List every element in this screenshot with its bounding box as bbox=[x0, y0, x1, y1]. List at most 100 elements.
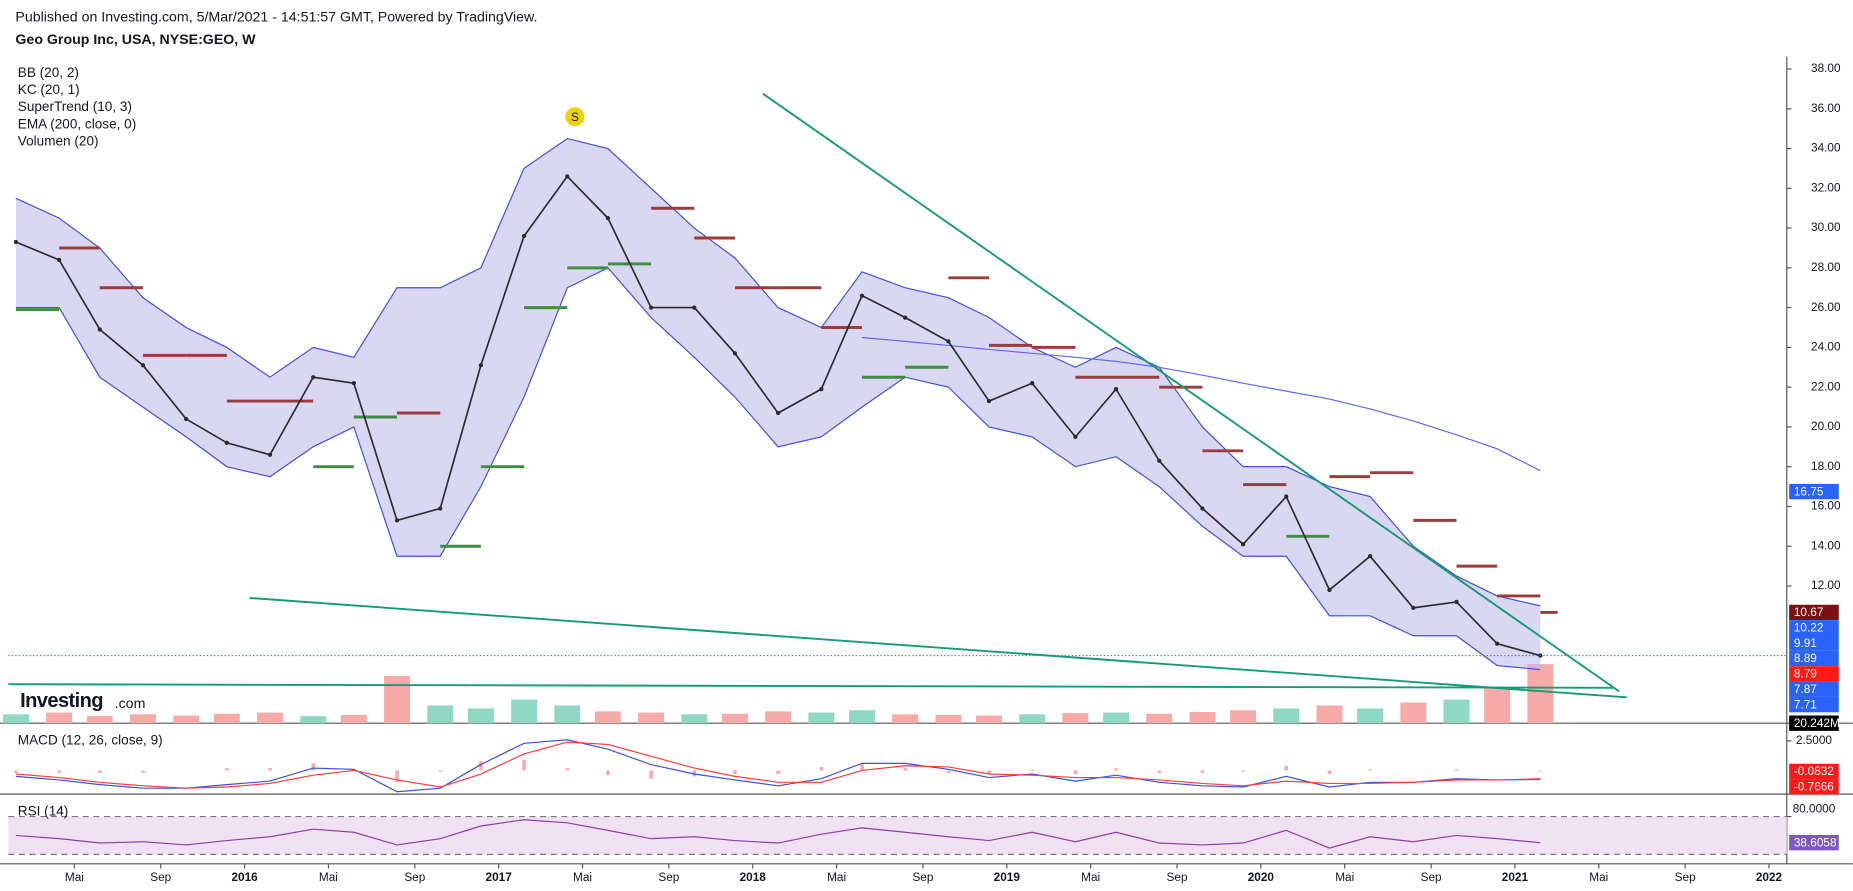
volume-bar bbox=[2, 714, 29, 724]
price-tag-label: 8.89 bbox=[1794, 651, 1817, 665]
volume-bar bbox=[721, 713, 748, 724]
trend-line bbox=[249, 596, 1627, 699]
x-tick-label: Sep bbox=[404, 870, 425, 884]
volume-bar bbox=[213, 713, 240, 724]
x-tick-label: 2016 bbox=[231, 870, 258, 884]
volume-bar bbox=[765, 711, 792, 724]
x-tick-label: 2020 bbox=[1248, 870, 1275, 884]
close-point bbox=[57, 257, 62, 263]
y-tick-label: 26.00 bbox=[1811, 300, 1841, 314]
price-tag-label: 10.67 bbox=[1794, 605, 1824, 619]
y-tick-label: 34.00 bbox=[1811, 141, 1841, 155]
published-note: Published on Investing.com, 5/Mar/2021 -… bbox=[15, 9, 537, 25]
close-point bbox=[1495, 641, 1500, 646]
close-point bbox=[605, 216, 611, 221]
price-tag bbox=[1789, 666, 1839, 682]
y-tick-label: 22.00 bbox=[1811, 379, 1841, 393]
x-tick-label: Mai bbox=[1589, 870, 1608, 884]
y-tick-label: 16.00 bbox=[1811, 499, 1841, 513]
y-tick-label: 12.00 bbox=[1811, 578, 1841, 592]
volume-bar bbox=[976, 715, 1002, 724]
price-tag bbox=[1789, 681, 1839, 697]
x-tick-label: Sep bbox=[912, 870, 933, 884]
macd-line bbox=[15, 739, 1541, 793]
y-tick-label: 18.00 bbox=[1811, 459, 1841, 473]
volume-bar bbox=[1400, 702, 1427, 724]
ema-line bbox=[861, 336, 1541, 472]
volume-bar bbox=[681, 714, 708, 724]
y-tick-label: 32.00 bbox=[1811, 180, 1841, 194]
x-tick-label: Sep bbox=[658, 870, 679, 884]
price-tag bbox=[1789, 834, 1839, 851]
indicator-legend: Volumen (20) bbox=[18, 133, 99, 148]
volume-bar bbox=[257, 712, 283, 724]
indicator-legend: SuperTrend (10, 3) bbox=[18, 99, 132, 114]
volume-bar bbox=[86, 716, 113, 724]
volume-bar bbox=[849, 710, 875, 724]
close-point bbox=[1240, 542, 1246, 547]
bollinger-band-fill bbox=[15, 138, 1541, 670]
volume-bar bbox=[1189, 711, 1216, 724]
x-tick-label: Mai bbox=[65, 870, 84, 884]
price-tag-label: 38.6058 bbox=[1794, 835, 1837, 849]
indicator-legend: EMA (200, close, 0) bbox=[18, 116, 136, 131]
price-tag-label: 7.71 bbox=[1794, 697, 1817, 711]
volume-bar bbox=[1443, 699, 1470, 724]
close-point bbox=[859, 293, 865, 298]
symbol-title: Geo Group Inc, USA, NYSE:GEO, W bbox=[15, 32, 256, 48]
close-point bbox=[1284, 494, 1289, 499]
signal-marker bbox=[565, 107, 585, 127]
price-tag-label: 7.87 bbox=[1794, 682, 1817, 696]
logo-suffix: .com bbox=[115, 696, 146, 712]
trend-line bbox=[8, 683, 1615, 689]
volume-bar bbox=[892, 714, 919, 724]
close-point bbox=[13, 239, 19, 245]
close-point bbox=[1327, 587, 1332, 593]
y-tick-label: 14.00 bbox=[1811, 538, 1841, 552]
y-tick-label: 38.00 bbox=[1811, 61, 1841, 75]
price-tag bbox=[1789, 763, 1839, 780]
x-tick-label: 2017 bbox=[486, 870, 513, 884]
price-tag-label: -0.0832 bbox=[1794, 764, 1834, 778]
close-point bbox=[1200, 506, 1205, 511]
volume-bar bbox=[935, 714, 962, 724]
close-point bbox=[1411, 605, 1416, 611]
price-tag-label: 16.75 bbox=[1794, 484, 1824, 498]
volume-bar bbox=[130, 714, 156, 724]
y-tick-label: 30.00 bbox=[1811, 220, 1841, 234]
price-tag bbox=[1789, 650, 1839, 667]
volume-bar bbox=[384, 675, 410, 724]
x-tick-label: Sep bbox=[1421, 870, 1442, 884]
price-tag bbox=[1789, 604, 1839, 621]
volume-bar bbox=[340, 714, 367, 724]
volume-bar bbox=[173, 715, 200, 724]
close-point bbox=[776, 410, 781, 416]
close-point bbox=[478, 363, 484, 368]
volume-bar bbox=[46, 712, 73, 724]
trend-line bbox=[762, 92, 1620, 693]
x-tick-label: Mai bbox=[319, 870, 338, 884]
volume-bar bbox=[1357, 708, 1384, 724]
volume-bar bbox=[594, 711, 621, 724]
close-point bbox=[1113, 387, 1119, 392]
price-tag-label: 9.91 bbox=[1794, 636, 1817, 650]
x-tick-label: Mai bbox=[1081, 870, 1100, 884]
y-tick-label: 36.00 bbox=[1811, 101, 1841, 115]
close-point bbox=[1454, 599, 1459, 605]
close-point bbox=[438, 506, 443, 511]
x-tick-label: 2018 bbox=[740, 870, 767, 884]
x-tick-label: 2019 bbox=[994, 870, 1021, 884]
volume-bar bbox=[467, 708, 494, 724]
price-tag-label: 10.22 bbox=[1794, 621, 1824, 635]
x-tick-label: Sep bbox=[1167, 870, 1188, 884]
volume-bar bbox=[511, 699, 538, 724]
close-point bbox=[267, 452, 273, 457]
x-tick-label: Sep bbox=[150, 870, 171, 884]
close-point bbox=[1367, 554, 1373, 559]
volume-bar bbox=[808, 712, 835, 724]
y-tick-label: 2.5000 bbox=[1796, 733, 1833, 747]
volume-bar bbox=[1103, 712, 1130, 724]
volume-bar bbox=[1527, 664, 1554, 724]
